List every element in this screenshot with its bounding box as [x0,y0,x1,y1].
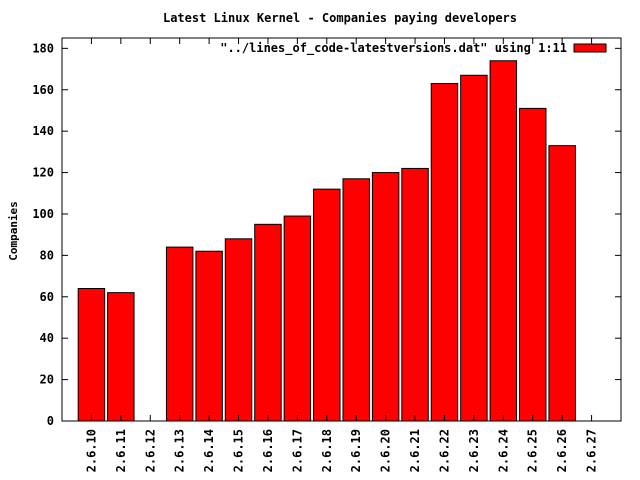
y-tick-label: 40 [40,331,54,345]
bar-2.6.22 [430,83,459,422]
y-axis-label: Companies [7,201,20,261]
y-tick-label: 100 [32,207,54,221]
bar-2.6.15 [224,238,253,422]
bar-2.6.20 [371,172,400,422]
bar-2.6.21 [401,167,429,422]
x-tick-label: 2.6.12 [143,429,157,472]
x-tick-label: 2.6.19 [349,429,363,472]
x-tick-label: 2.6.10 [84,429,98,472]
x-tick-label: 2.6.11 [114,429,128,472]
x-tick-label: 2.6.15 [232,429,246,472]
y-tick-label: 80 [40,248,54,262]
bar-2.6.23 [460,74,488,422]
bar-2.6.25 [519,107,547,422]
legend-label: "../lines_of_code-latestversions.dat" us… [220,41,567,56]
y-axis: 0 20 40 60 80 100 120 140 160 180 [32,41,621,428]
x-tick-label: 2.6.20 [379,429,393,472]
y-tick-label: 140 [32,124,54,138]
bar-2.6.13 [165,246,194,422]
bar-2.6.18 [313,188,341,422]
chart-title: Latest Linux Kernel - Companies paying d… [163,11,517,25]
x-tick-label: 2.6.16 [261,429,275,472]
x-tick-label: 2.6.18 [320,429,334,472]
y-tick-label: 160 [32,83,54,97]
x-tick-label: 2.6.27 [585,429,599,472]
x-tick-label: 2.6.22 [437,429,451,472]
x-tick-label: 2.6.14 [202,429,216,472]
bar-2.6.19 [342,178,370,422]
bars-group [77,60,576,422]
bar-2.6.26 [548,145,576,422]
x-tick-label: 2.6.21 [408,429,422,472]
x-tick-label: 2.6.13 [173,429,187,472]
legend-swatch [573,43,607,53]
y-tick-label: 20 [40,373,54,387]
x-tick-label: 2.6.17 [290,429,304,472]
y-tick-label: 180 [32,41,54,55]
x-tick-label: 2.6.25 [526,429,540,472]
y-tick-label: 0 [47,414,54,428]
x-tick-label: 2.6.26 [555,429,569,472]
x-tick-label: 2.6.23 [467,429,481,472]
legend: "../lines_of_code-latestversions.dat" us… [220,41,607,56]
y-tick-label: 60 [40,290,54,304]
bar-2.6.10 [77,288,106,422]
bar-2.6.14 [195,250,223,422]
bar-2.6.11 [107,292,135,422]
x-tick-label: 2.6.24 [496,429,510,472]
plot-frame [61,37,622,422]
bar-2.6.16 [254,223,282,422]
bar-2.6.24 [489,60,518,422]
x-axis: 2.6.10 2.6.11 2.6.12 2.6.13 2.6.14 2.6.15 2.6.… [84,38,599,472]
y-tick-label: 120 [32,166,54,180]
bar-2.6.17 [283,215,312,422]
